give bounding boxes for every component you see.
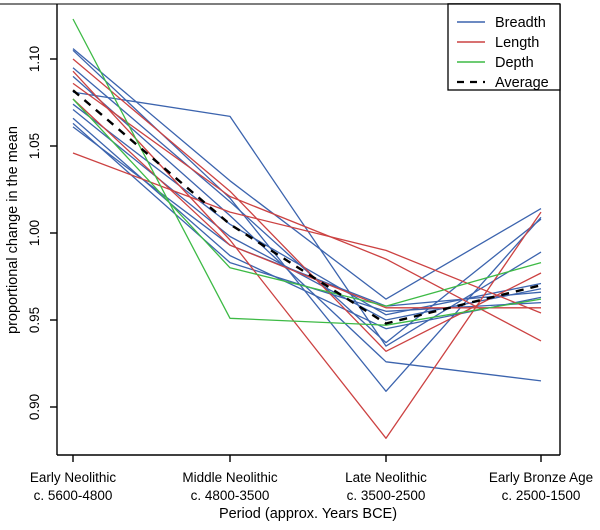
tick-labels-layer: 0.90 0.95 1.00 1.05 1.10 Early Neolithic c. 56…: [27, 46, 593, 503]
series-line-length-4: [72, 98, 541, 309]
y-axis-title: proportional change in the mean: [5, 126, 21, 334]
legend-label-length: Length: [495, 35, 539, 51]
series-line-breadth-2: [72, 49, 542, 392]
legend: Breadth Length Depth Average: [447, 3, 561, 91]
x-category-sublabel-3: c. 3500-2500: [347, 488, 426, 503]
legend-label-average: Average: [495, 75, 549, 91]
x-category-sublabel-4: c. 2500-1500: [502, 488, 581, 503]
y-tick-label-0.95: 0.95: [27, 307, 42, 333]
series-line-breadth-4: [72, 75, 542, 382]
series-line-breadth-1: [72, 48, 542, 300]
x-category-label-3: Late Neolithic: [345, 470, 427, 485]
x-category-sublabel-1: c. 5600-4800: [34, 488, 113, 503]
x-category-sublabel-2: c. 4800-3500: [191, 488, 270, 503]
series-lines-layer: [72, 18, 542, 439]
y-tick-label-0.90: 0.90: [27, 394, 42, 420]
series-line-depth-2: [72, 98, 542, 307]
y-tick-label-1.05: 1.05: [27, 133, 42, 159]
series-line-average: [72, 89, 542, 325]
series-line-length-2: [72, 70, 542, 439]
x-category-label-1: Early Neolithic: [30, 470, 117, 485]
legend-label-breadth: Breadth: [495, 15, 546, 31]
series-line-breadth-8: [72, 117, 542, 330]
legend-box: [447, 3, 561, 91]
series-line-length-3: [72, 82, 542, 342]
x-axis-title: Period (approx. Years BCE): [219, 506, 397, 522]
x-category-label-4: Early Bronze Age: [489, 470, 593, 485]
y-tick-label-1.10: 1.10: [27, 46, 42, 72]
series-line-depth-1: [72, 18, 542, 326]
y-tick-label-1.00: 1.00: [27, 220, 42, 246]
legend-label-depth: Depth: [495, 55, 534, 71]
series-line-breadth-3: [72, 67, 542, 344]
series-line-length-5: [72, 152, 542, 314]
x-category-label-2: Middle Neolithic: [182, 470, 278, 485]
series-line-breadth-6: [72, 103, 542, 316]
series-line-breadth-10: [72, 126, 542, 307]
